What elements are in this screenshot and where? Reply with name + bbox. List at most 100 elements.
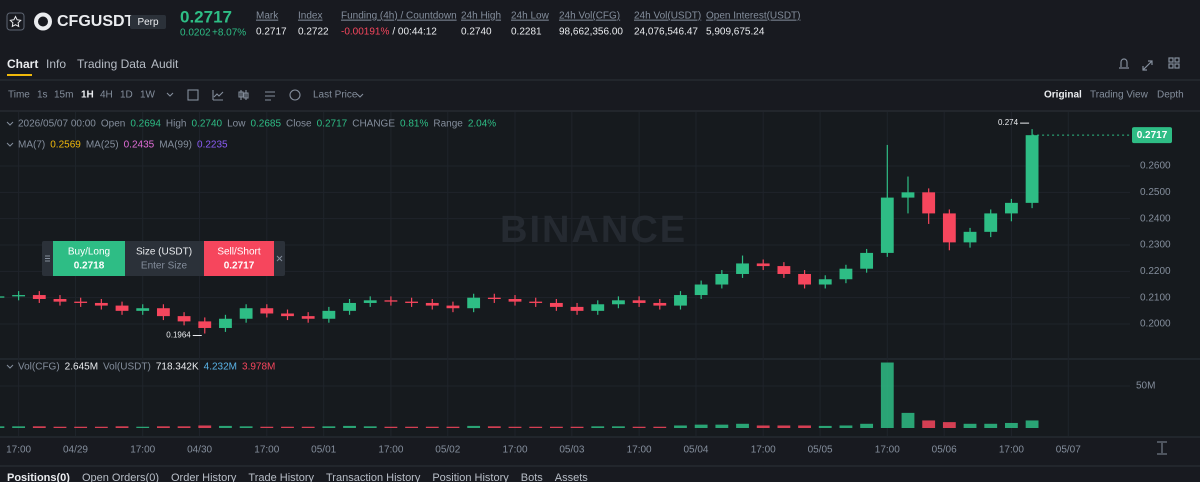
- legend-label: Low: [227, 119, 246, 130]
- layout-icon[interactable]: [1168, 63, 1174, 69]
- y-tick-label: 0.2600: [1140, 161, 1171, 172]
- bottom-tab[interactable]: Position History: [432, 472, 509, 482]
- candle-body: [798, 273, 811, 285]
- close-panel[interactable]: [276, 255, 283, 262]
- size-input[interactable]: Enter Size: [141, 261, 188, 272]
- ma-label: MA(25): [86, 140, 119, 151]
- scale-icon[interactable]: [1157, 441, 1167, 455]
- calendar-icon[interactable]: [187, 89, 199, 101]
- x-tick-label: 17:00: [627, 445, 652, 456]
- interval[interactable]: 4H: [100, 90, 113, 101]
- interval-dropdown[interactable]: [166, 92, 174, 97]
- candle-body: [860, 252, 874, 269]
- bottom-tab[interactable]: Open Orders(0): [82, 472, 159, 482]
- volume-bar: [467, 425, 481, 428]
- tab[interactable]: Chart: [7, 57, 38, 71]
- stat-label: 24h Vol(USDT): [634, 11, 701, 22]
- candle-body: [156, 308, 170, 317]
- ma-value: 0.2235: [197, 140, 228, 151]
- candle-body: [363, 300, 377, 303]
- volume-bar: [963, 423, 977, 428]
- bottom-tab[interactable]: Transaction History: [326, 472, 421, 482]
- interval[interactable]: 1D: [120, 90, 133, 101]
- bottom-tab[interactable]: Assets: [555, 472, 589, 482]
- favorite-button[interactable]: [6, 12, 25, 31]
- interval[interactable]: 15m: [54, 90, 73, 101]
- buy-button[interactable]: [53, 241, 125, 276]
- volume-bar: [694, 424, 708, 428]
- x-tick-label: 17:00: [254, 445, 279, 456]
- collapse-arrow: [6, 142, 14, 147]
- x-tick-label: 17:00: [6, 445, 31, 456]
- tab[interactable]: Trading Data: [77, 57, 146, 71]
- x-tick-label: 17:00: [999, 445, 1024, 456]
- y-tick-label: 0.2500: [1140, 187, 1171, 198]
- settings-icon[interactable]: [289, 89, 301, 101]
- layout-icon[interactable]: [1174, 63, 1180, 69]
- bottom-tab[interactable]: Bots: [521, 472, 544, 482]
- price-type[interactable]: Last Price: [313, 90, 358, 101]
- volume-bar: [198, 425, 212, 428]
- bottom-tab[interactable]: Trade History: [248, 472, 314, 482]
- badge: Perp: [137, 17, 159, 28]
- candle-body: [901, 192, 915, 198]
- view-option[interactable]: Depth: [1157, 90, 1184, 101]
- volume-bar: [487, 426, 501, 428]
- volume-bar: [508, 426, 522, 428]
- interval[interactable]: 1H: [81, 90, 94, 101]
- volume-bar: [529, 426, 543, 428]
- bottom-tab[interactable]: Positions(0): [7, 472, 70, 482]
- star-icon: [9, 15, 22, 28]
- candle-body: [839, 268, 853, 280]
- indicator-icon[interactable]: [212, 90, 224, 101]
- candle-body: [963, 231, 977, 243]
- stat-value: 0.2740: [461, 27, 492, 38]
- bottom-tab[interactable]: Order History: [171, 472, 237, 482]
- sell-button[interactable]: [204, 241, 274, 276]
- candle-type-icon[interactable]: [238, 90, 249, 100]
- candle-body: [467, 297, 481, 309]
- fullscreen-icon[interactable]: [1142, 60, 1153, 71]
- volume-bar: [301, 426, 315, 428]
- layout-icon[interactable]: [1174, 57, 1180, 63]
- layout-icon[interactable]: [1168, 57, 1174, 63]
- volume-bar: [901, 412, 915, 428]
- volume-bar: [12, 426, 26, 428]
- legend-label: CHANGE: [352, 119, 395, 130]
- legend-value: 0.2685: [250, 119, 281, 130]
- x-tick-label: 17:00: [502, 445, 527, 456]
- high-label: 0.274: [998, 118, 1019, 127]
- sell-label: Sell/Short: [217, 247, 261, 258]
- candle-body: [405, 301, 419, 303]
- volume-bar: [219, 425, 232, 428]
- size-label: Size (USDT): [136, 247, 192, 258]
- volume-bar: [53, 426, 67, 428]
- y-tick-label: 0.2000: [1140, 319, 1171, 330]
- candle-body: [508, 299, 522, 302]
- candle-body: [922, 192, 936, 214]
- price-type-dropdown[interactable]: [356, 93, 364, 98]
- x-tick-label: 17:00: [378, 445, 403, 456]
- template-icon[interactable]: [265, 91, 275, 101]
- volume-bar: [549, 426, 563, 428]
- x-tick-label: 05/04: [683, 445, 708, 456]
- candle-body: [53, 299, 67, 302]
- legend-label: Open: [101, 119, 125, 130]
- stat-label: 24h Vol(CFG): [559, 11, 620, 22]
- view-option[interactable]: Trading View: [1090, 90, 1149, 101]
- candle-body: [136, 308, 150, 311]
- candle-body: [384, 300, 398, 302]
- stat-value: / 00:44:12: [392, 27, 437, 38]
- candle-body: [425, 302, 439, 306]
- interval[interactable]: 1W: [140, 90, 156, 101]
- alert-icon[interactable]: [1119, 58, 1129, 69]
- view-option[interactable]: Original: [1044, 90, 1082, 101]
- interval[interactable]: 1s: [37, 90, 48, 101]
- tab[interactable]: Audit: [151, 57, 179, 71]
- stat-value: 0.2717: [256, 27, 287, 38]
- ma-value: 0.2435: [124, 140, 155, 151]
- ma-value: 0.2569: [50, 140, 81, 151]
- tab[interactable]: Info: [46, 57, 66, 71]
- drag-handle[interactable]: [45, 255, 50, 262]
- candle-body: [549, 302, 563, 307]
